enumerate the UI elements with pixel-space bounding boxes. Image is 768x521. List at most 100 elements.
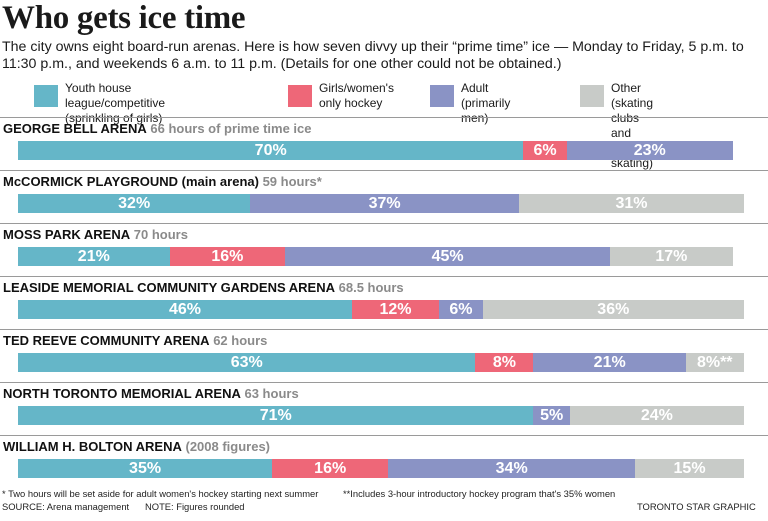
arena-row: GEORGE BELL ARENA 66 hours of prime time… [0, 117, 768, 170]
bar-segment-adult: 34% [388, 459, 636, 478]
row-divider [0, 329, 768, 330]
stacked-bar: 63% 8% 21% 8%** [18, 353, 744, 372]
segment-value-label: 16% [314, 460, 347, 477]
arena-row: NORTH TORONTO MEMORIAL ARENA 63 hours 71%… [0, 382, 768, 435]
legend-label-youth: Youth house league/competitive (sprinkli… [65, 81, 166, 125]
row-divider [0, 382, 768, 383]
bar-segment-girls: 12% [351, 300, 440, 319]
segment-value-label: 63% [230, 354, 263, 371]
row-divider [0, 276, 768, 277]
segment-value-label: 21% [77, 248, 110, 265]
arena-hours: 59 hours* [262, 174, 322, 189]
arena-row: LEASIDE MEMORIAL COMMUNITY GARDENS ARENA… [0, 276, 768, 329]
arena-hours: 68.5 hours [338, 280, 404, 295]
footnote-double-asterisk: **Includes 3-hour introductory hockey pr… [343, 488, 616, 499]
arena-heading: WILLIAM H. BOLTON ARENA (2008 figures) [3, 439, 270, 455]
segment-value-label: 16% [211, 248, 244, 265]
stacked-bar: 70% 6% 23% [18, 141, 744, 160]
arena-heading: McCORMICK PLAYGROUND (main arena) 59 hou… [3, 174, 322, 190]
segment-value-label: 24% [640, 407, 673, 424]
arena-name: WILLIAM H. BOLTON ARENA [3, 439, 182, 454]
segment-value-label: 23% [633, 142, 666, 159]
segment-value-label: 46% [168, 301, 201, 318]
bar-segment-girls: 8% [475, 353, 534, 372]
segment-value-label: 6% [533, 142, 557, 159]
segment-value-label: 21% [593, 354, 626, 371]
bar-segment-adult: 37% [250, 194, 519, 213]
arena-row: WILLIAM H. BOLTON ARENA (2008 figures) 35… [0, 435, 768, 488]
stacked-bar: 21% 16% 45% 17% [18, 247, 744, 266]
arena-heading: TED REEVE COMMUNITY ARENA 62 hours [3, 333, 267, 349]
page-title: Who gets ice time [2, 0, 246, 36]
bar-segment-adult: 23% [566, 141, 733, 160]
graphic-credit: TORONTO STAR GRAPHIC [637, 501, 756, 512]
bar-segment-adult: 5% [533, 406, 570, 425]
arena-heading: GEORGE BELL ARENA 66 hours of prime time… [3, 121, 311, 137]
stacked-bar: 46% 12% 6% 36% [18, 300, 744, 319]
rounding-note: NOTE: Figures rounded [145, 501, 245, 512]
bar-segment-other: 8%** [685, 353, 744, 372]
segment-value-label: 35% [129, 460, 162, 477]
arena-hours: 70 hours [133, 227, 188, 242]
segment-value-label: 8% [492, 354, 517, 371]
arena-heading: NORTH TORONTO MEMORIAL ARENA 63 hours [3, 386, 299, 402]
bar-segment-youth: 70% [18, 141, 524, 160]
row-divider [0, 117, 768, 118]
arena-name: NORTH TORONTO MEMORIAL ARENA [3, 386, 241, 401]
arena-name: McCORMICK PLAYGROUND (main arena) [3, 174, 259, 189]
arena-name: GEORGE BELL ARENA [3, 121, 147, 136]
segment-value-label: 8%** [696, 354, 733, 371]
footnote-asterisk: * Two hours will be set aside for adult … [2, 488, 319, 499]
legend-swatch-other [580, 85, 604, 107]
row-divider [0, 223, 768, 224]
subtitle: The city owns eight board-run arenas. He… [2, 39, 744, 72]
arena-row: MOSS PARK ARENA 70 hours 21% 16% 45% 17% [0, 223, 768, 276]
row-divider [0, 170, 768, 171]
arena-hours: 62 hours [213, 333, 268, 348]
segment-value-label: 70% [254, 142, 287, 159]
segment-value-label: 36% [597, 301, 630, 318]
source-note: SOURCE: Arena management [2, 501, 130, 512]
segment-value-label: 31% [615, 195, 648, 212]
segment-value-label: 6% [449, 301, 473, 318]
bar-segment-other: 36% [482, 300, 744, 319]
segment-value-label: 34% [495, 460, 528, 477]
bar-segment-youth: 71% [18, 406, 534, 425]
bar-segment-youth: 46% [18, 300, 352, 319]
bar-segment-other: 24% [569, 406, 744, 425]
segment-value-label: 12% [379, 301, 412, 318]
bar-segment-girls: 6% [523, 141, 567, 160]
bar-segment-other: 31% [518, 194, 744, 213]
bar-segment-other: 17% [610, 247, 733, 266]
legend-swatch-adult [430, 85, 454, 107]
row-divider [0, 435, 768, 436]
arena-heading: MOSS PARK ARENA 70 hours [3, 227, 188, 243]
segment-value-label: 37% [368, 195, 401, 212]
arena-hours: 66 hours of prime time ice [150, 121, 312, 136]
segment-value-label: 17% [655, 248, 688, 265]
segment-value-label: 45% [431, 248, 464, 265]
bar-segment-youth: 32% [18, 194, 251, 213]
stacked-bar: 32% 37% 31% [18, 194, 744, 213]
bar-segment-adult: 45% [285, 247, 610, 266]
arena-row: TED REEVE COMMUNITY ARENA 62 hours 63% 8% 2… [0, 329, 768, 382]
arena-name: LEASIDE MEMORIAL COMMUNITY GARDENS ARENA [3, 280, 335, 295]
bar-segment-girls: 16% [169, 247, 286, 266]
bar-segment-youth: 35% [18, 459, 273, 478]
bar-segment-girls: 16% [272, 459, 389, 478]
bar-segment-youth: 21% [18, 247, 170, 266]
bar-segment-youth: 63% [18, 353, 476, 372]
stacked-bar: 71% 5% 24% [18, 406, 744, 425]
stacked-bar: 35% 16% 34% 15% [18, 459, 744, 478]
arena-name: MOSS PARK ARENA [3, 227, 131, 242]
segment-value-label: 71% [259, 407, 292, 424]
legend-swatch-girls [288, 85, 312, 107]
legend: Youth house league/competitive (sprinkli… [0, 80, 768, 170]
bar-segment-adult: 6% [439, 300, 483, 319]
legend-label-girls: Girls/women's only hockey [319, 81, 394, 110]
segment-value-label: 15% [673, 460, 706, 477]
arena-heading: LEASIDE MEMORIAL COMMUNITY GARDENS ARENA… [3, 280, 404, 296]
legend-label-adult: Adult (primarily men) [461, 81, 511, 125]
segment-value-label: 32% [118, 195, 151, 212]
arena-hours: (2008 figures) [185, 439, 271, 454]
